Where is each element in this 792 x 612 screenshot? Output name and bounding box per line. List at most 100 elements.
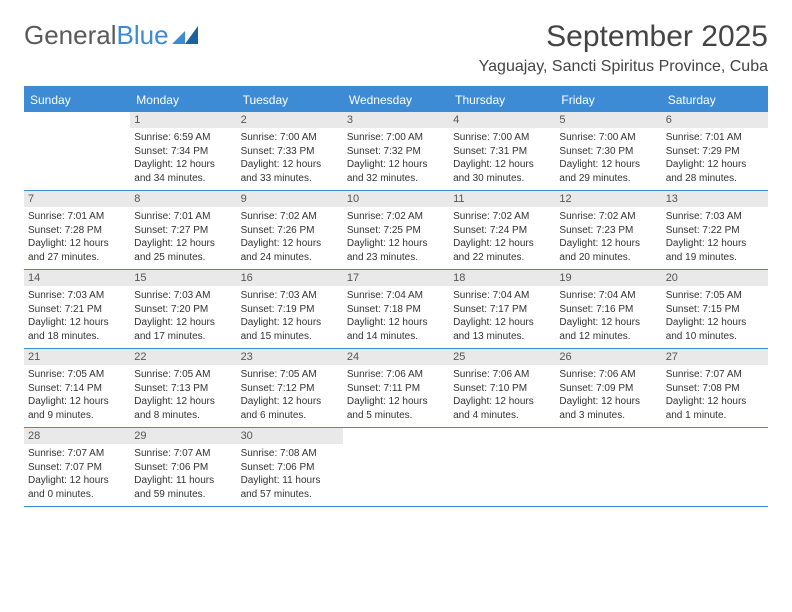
day-info-line: Sunset: 7:33 PM	[241, 145, 339, 159]
calendar-day-cell: 17Sunrise: 7:04 AMSunset: 7:18 PMDayligh…	[343, 270, 449, 348]
day-number: 12	[555, 191, 661, 207]
weekday-header: Tuesday	[237, 88, 343, 112]
day-info-line: Daylight: 12 hours	[347, 158, 445, 172]
day-info-line: Sunrise: 7:02 AM	[241, 210, 339, 224]
weekday-header: Wednesday	[343, 88, 449, 112]
day-info-line: Sunrise: 7:06 AM	[559, 368, 657, 382]
day-number: 26	[555, 349, 661, 365]
day-number: 14	[24, 270, 130, 286]
day-info-line: and 29 minutes.	[559, 172, 657, 186]
day-info-line: and 20 minutes.	[559, 251, 657, 265]
day-info-line: Sunrise: 7:03 AM	[28, 289, 126, 303]
weekday-header: Monday	[130, 88, 236, 112]
day-info-line: and 14 minutes.	[347, 330, 445, 344]
day-number: 7	[24, 191, 130, 207]
day-info-line: Daylight: 12 hours	[453, 316, 551, 330]
day-info-line: Sunset: 7:32 PM	[347, 145, 445, 159]
day-number: 9	[237, 191, 343, 207]
day-info-line: Sunset: 7:20 PM	[134, 303, 232, 317]
calendar-day-cell	[343, 428, 449, 506]
day-number: 10	[343, 191, 449, 207]
day-info-line: Sunrise: 7:03 AM	[134, 289, 232, 303]
calendar-day-cell: 7Sunrise: 7:01 AMSunset: 7:28 PMDaylight…	[24, 191, 130, 269]
day-info-line: Daylight: 11 hours	[241, 474, 339, 488]
day-info-line: Sunrise: 7:01 AM	[28, 210, 126, 224]
day-info-line: and 6 minutes.	[241, 409, 339, 423]
day-info-line: Daylight: 12 hours	[453, 395, 551, 409]
day-info-line: and 32 minutes.	[347, 172, 445, 186]
day-info-line: Daylight: 12 hours	[666, 237, 764, 251]
day-number: 29	[130, 428, 236, 444]
day-info-line: Sunrise: 7:07 AM	[134, 447, 232, 461]
day-info-line: Sunrise: 7:08 AM	[241, 447, 339, 461]
day-info-line: Sunset: 7:28 PM	[28, 224, 126, 238]
day-info-line: Sunset: 7:14 PM	[28, 382, 126, 396]
day-info-line: Sunrise: 7:03 AM	[666, 210, 764, 224]
day-info-line: Daylight: 11 hours	[134, 474, 232, 488]
calendar-day-cell: 2Sunrise: 7:00 AMSunset: 7:33 PMDaylight…	[237, 112, 343, 190]
day-info-line: Daylight: 12 hours	[666, 316, 764, 330]
day-info-line: and 10 minutes.	[666, 330, 764, 344]
day-info-line: Sunrise: 7:06 AM	[347, 368, 445, 382]
day-info-line: and 15 minutes.	[241, 330, 339, 344]
header: GeneralBlue September 2025 Yaguajay, San…	[24, 20, 768, 76]
day-info-line: Daylight: 12 hours	[453, 158, 551, 172]
day-number: 13	[662, 191, 768, 207]
day-info-line: and 28 minutes.	[666, 172, 764, 186]
day-number: 16	[237, 270, 343, 286]
calendar-day-cell: 16Sunrise: 7:03 AMSunset: 7:19 PMDayligh…	[237, 270, 343, 348]
day-info-line: Sunset: 7:26 PM	[241, 224, 339, 238]
day-info-line: Daylight: 12 hours	[134, 395, 232, 409]
day-info-line: and 3 minutes.	[559, 409, 657, 423]
logo-word-1: General	[24, 20, 117, 51]
day-info-line: Sunset: 7:07 PM	[28, 461, 126, 475]
calendar-day-cell: 11Sunrise: 7:02 AMSunset: 7:24 PMDayligh…	[449, 191, 555, 269]
day-info-line: Sunset: 7:10 PM	[453, 382, 551, 396]
day-number: 23	[237, 349, 343, 365]
day-number: 4	[449, 112, 555, 128]
day-info-line: and 27 minutes.	[28, 251, 126, 265]
day-number: 21	[24, 349, 130, 365]
day-info-line: Sunset: 7:12 PM	[241, 382, 339, 396]
day-number: 25	[449, 349, 555, 365]
day-info-line: Sunset: 7:09 PM	[559, 382, 657, 396]
calendar-week-row: 1Sunrise: 6:59 AMSunset: 7:34 PMDaylight…	[24, 112, 768, 191]
logo: GeneralBlue	[24, 20, 198, 51]
day-info-line: Sunrise: 7:01 AM	[666, 131, 764, 145]
day-info-line: Sunrise: 7:02 AM	[453, 210, 551, 224]
day-info-line: Sunrise: 7:02 AM	[559, 210, 657, 224]
day-info-line: Sunset: 7:29 PM	[666, 145, 764, 159]
day-info-line: Daylight: 12 hours	[241, 237, 339, 251]
day-info-line: and 18 minutes.	[28, 330, 126, 344]
day-info-line: and 12 minutes.	[559, 330, 657, 344]
calendar-day-cell: 18Sunrise: 7:04 AMSunset: 7:17 PMDayligh…	[449, 270, 555, 348]
calendar-day-cell: 19Sunrise: 7:04 AMSunset: 7:16 PMDayligh…	[555, 270, 661, 348]
day-info-line: and 22 minutes.	[453, 251, 551, 265]
day-number: 8	[130, 191, 236, 207]
day-number: 1	[130, 112, 236, 128]
day-number: 28	[24, 428, 130, 444]
calendar-week-row: 28 Sunrise: 7:07 AM Sunset: 7:07 PM Dayligh…	[24, 428, 768, 507]
day-info-line: Sunrise: 7:07 AM	[666, 368, 764, 382]
calendar-day-cell: 20Sunrise: 7:05 AMSunset: 7:15 PMDayligh…	[662, 270, 768, 348]
calendar-day-cell	[449, 428, 555, 506]
calendar-day-cell: 28Sunrise: 7:07 AMSunset: 7:07 PMDayligh…	[24, 428, 130, 506]
day-info-line: and 23 minutes.	[347, 251, 445, 265]
calendar-day-cell: 12Sunrise: 7:02 AMSunset: 7:23 PMDayligh…	[555, 191, 661, 269]
day-info-line: Sunset: 7:17 PM	[453, 303, 551, 317]
day-info-line: Sunset: 7:34 PM	[134, 145, 232, 159]
day-info-line: Daylight: 12 hours	[134, 158, 232, 172]
day-info-line: Sunrise: 7:00 AM	[559, 131, 657, 145]
calendar-body: 1Sunrise: 6:59 AMSunset: 7:34 PMDaylight…	[24, 112, 768, 507]
calendar-day-cell: 21Sunrise: 7:05 AMSunset: 7:14 PMDayligh…	[24, 349, 130, 427]
day-info-line: Daylight: 12 hours	[241, 316, 339, 330]
day-info-line: Daylight: 12 hours	[28, 395, 126, 409]
weekday-header: Friday	[555, 88, 661, 112]
location-text: Yaguajay, Sancti Spiritus Province, Cuba	[479, 58, 768, 76]
day-info-line: Daylight: 12 hours	[347, 316, 445, 330]
day-info-line: and 1 minute.	[666, 409, 764, 423]
day-info-line: and 25 minutes.	[134, 251, 232, 265]
day-info-line: and 9 minutes.	[28, 409, 126, 423]
day-info-line: Sunset: 7:06 PM	[241, 461, 339, 475]
day-info-line: Daylight: 12 hours	[347, 395, 445, 409]
